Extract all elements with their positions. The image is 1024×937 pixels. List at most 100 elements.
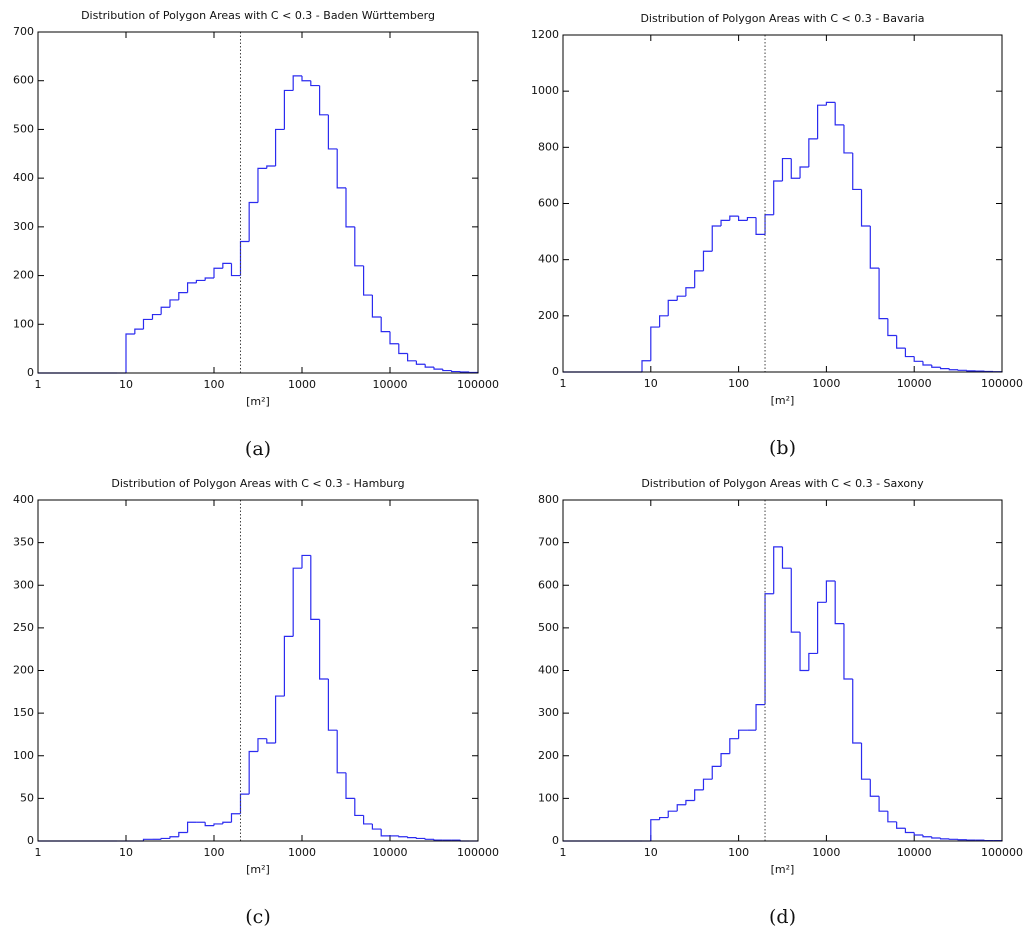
histogram-bin — [424, 838, 434, 840]
y-tick-label: 1000 — [531, 84, 559, 97]
histogram-bin — [283, 89, 294, 130]
histogram-bin — [230, 263, 241, 277]
y-tick-label: 0 — [27, 366, 34, 379]
histogram-bin — [676, 804, 686, 812]
histogram-bin — [834, 102, 844, 126]
x-tick-label: 1000 — [812, 377, 840, 390]
histogram-bin — [676, 295, 686, 301]
histogram-bin — [913, 832, 923, 836]
x-tick-label: 10 — [119, 846, 133, 859]
histogram-bin — [371, 823, 382, 830]
histogram-bin — [327, 114, 338, 150]
histogram-bin — [852, 679, 862, 744]
histogram-bin — [817, 104, 827, 139]
histogram-bin — [650, 819, 660, 841]
histogram-bin — [711, 765, 722, 780]
y-tick-label: 300 — [538, 706, 559, 719]
histogram-bin — [451, 370, 461, 373]
histogram-bin — [204, 277, 214, 281]
histogram-bin — [266, 165, 276, 169]
histogram-bin — [178, 292, 188, 300]
histogram-bin — [755, 217, 766, 235]
histogram-bin — [957, 369, 967, 371]
x-axis-label: [m²] — [771, 394, 795, 407]
histogram-bin — [319, 619, 329, 680]
histogram-bin — [363, 815, 373, 825]
histogram-bin — [790, 158, 801, 179]
histogram-bin — [186, 821, 197, 833]
x-tick-label: 1 — [560, 846, 567, 859]
histogram-bin — [922, 361, 932, 366]
x-tick-label: 1000 — [288, 846, 316, 859]
y-tick-label: 500 — [538, 621, 559, 634]
y-tick-label: 600 — [13, 74, 34, 87]
histogram-bin — [641, 360, 651, 372]
y-tick-label: 200 — [13, 269, 34, 282]
subplot: Distribution of Polygon Areas with C < 0… — [531, 12, 1023, 459]
y-tick-label: 0 — [552, 365, 559, 378]
histogram-bin — [773, 546, 783, 594]
histogram-bin — [948, 368, 959, 371]
y-tick-label: 1200 — [531, 28, 559, 41]
histogram-bin — [213, 823, 223, 826]
y-tick-label: 300 — [13, 220, 34, 233]
histogram-bin — [442, 369, 452, 372]
histogram-bin — [781, 546, 792, 569]
histogram-bin — [931, 364, 941, 368]
y-tick-label: 250 — [13, 621, 34, 634]
histogram-bin — [230, 813, 241, 823]
chart-title: Distribution of Polygon Areas with C < 0… — [640, 12, 924, 25]
histogram-bin — [327, 679, 338, 731]
y-tick-label: 200 — [538, 309, 559, 322]
histogram-bin — [702, 778, 713, 790]
histogram-bin — [266, 738, 276, 744]
plot-frame — [562, 34, 1003, 373]
histogram-bin — [904, 828, 915, 834]
histogram-bin — [407, 836, 417, 839]
histogram-bin — [843, 124, 853, 154]
histogram-bin — [939, 367, 950, 370]
x-tick-label: 100000 — [981, 377, 1023, 390]
y-tick-label: 50 — [20, 791, 34, 804]
y-tick-label: 500 — [13, 122, 34, 135]
y-tick-label: 600 — [538, 197, 559, 210]
histogram-bin — [178, 831, 188, 837]
histogram-bin — [685, 287, 695, 297]
y-tick-label: 100 — [13, 317, 34, 330]
histogram-bin — [389, 331, 399, 345]
histogram-bin — [371, 295, 382, 318]
plot-frame — [37, 31, 479, 374]
histogram-bin — [817, 601, 827, 654]
histogram-bin — [195, 279, 206, 283]
histogram-bin — [125, 333, 135, 373]
histogram-bin — [319, 85, 329, 116]
plot-frame — [562, 499, 1003, 842]
x-tick-label: 10 — [119, 378, 133, 391]
x-axis-label: [m²] — [246, 863, 270, 876]
histogram-bin — [781, 157, 792, 182]
x-tick-label: 1 — [35, 846, 42, 859]
histogram-bin — [398, 343, 408, 355]
histogram-bin — [354, 226, 364, 267]
histogram-bin — [239, 240, 250, 276]
histogram-bin — [160, 306, 170, 315]
x-tick-label: 100 — [204, 846, 225, 859]
y-tick-label: 800 — [538, 493, 559, 506]
y-tick-label: 400 — [538, 664, 559, 677]
histogram-bin — [433, 839, 443, 841]
subplot: Distribution of Polygon Areas with C < 0… — [13, 477, 499, 928]
histogram-bin — [843, 623, 853, 680]
histogram-bin — [685, 799, 695, 805]
histogram-bin — [301, 554, 311, 569]
y-tick-label: 0 — [27, 834, 34, 847]
histogram-bin — [860, 742, 871, 780]
panel-label: (d) — [769, 906, 796, 928]
y-tick-label: 600 — [538, 578, 559, 591]
y-tick-label: 100 — [13, 749, 34, 762]
histogram-bin — [667, 299, 678, 316]
histogram-bin — [433, 367, 443, 370]
chart-title: Distribution of Polygon Areas with C < 0… — [641, 477, 924, 490]
histogram-bin — [738, 216, 748, 221]
